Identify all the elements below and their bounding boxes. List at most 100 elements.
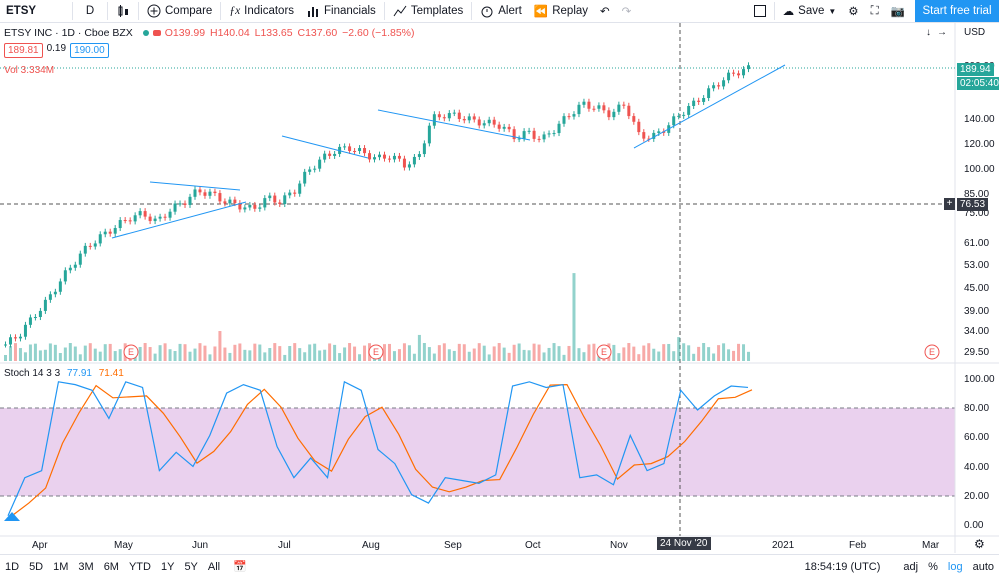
volume-bar bbox=[447, 349, 451, 361]
candle bbox=[712, 85, 716, 89]
candle bbox=[702, 98, 706, 102]
candle bbox=[113, 228, 117, 234]
volume-bar bbox=[672, 351, 676, 361]
volume-bar bbox=[353, 346, 357, 361]
volume-bars bbox=[4, 273, 751, 361]
ask-price[interactable]: 190.00 bbox=[70, 43, 109, 58]
redo-button[interactable]: ↷ bbox=[616, 0, 638, 22]
indicators-button[interactable]: ƒx Indicators bbox=[229, 5, 295, 17]
percent-toggle[interactable]: % bbox=[928, 560, 938, 573]
stoch-tick: 40.00 bbox=[964, 462, 990, 473]
bottom-toolbar: 1D 5D 1M 3M 6M YTD 1Y 5Y All 📅 18:54:19 (UTC) ad… bbox=[0, 554, 999, 578]
stoch-legend[interactable]: Stoch 14 3 3 77.91 71.41 bbox=[4, 368, 124, 379]
candle bbox=[672, 116, 676, 126]
date-range-icon[interactable]: 📅 bbox=[233, 561, 247, 573]
legend-change: −2.60 (−1.85%) bbox=[342, 27, 415, 39]
adj-toggle[interactable]: adj bbox=[903, 560, 919, 573]
candle bbox=[642, 132, 646, 139]
earnings-markers[interactable] bbox=[123, 344, 940, 360]
candle bbox=[218, 193, 222, 202]
candle bbox=[13, 337, 17, 339]
volume-bar bbox=[702, 343, 706, 361]
undo-button[interactable]: ↶ bbox=[594, 0, 616, 22]
range-ytd[interactable]: YTD bbox=[128, 560, 151, 573]
save-button[interactable]: ☁ Save ▼ bbox=[782, 5, 837, 18]
candle bbox=[387, 158, 391, 160]
stoch-tick: 100.00 bbox=[964, 374, 995, 385]
candle bbox=[358, 148, 362, 152]
candle bbox=[627, 105, 631, 117]
volume-bar bbox=[632, 346, 636, 361]
candle bbox=[547, 133, 551, 135]
auto-toggle[interactable]: auto bbox=[972, 560, 994, 573]
chart-type-button[interactable] bbox=[110, 0, 136, 22]
log-toggle[interactable]: log bbox=[947, 560, 963, 573]
financials-button[interactable]: Financials bbox=[300, 0, 382, 22]
range-5y[interactable]: 5Y bbox=[184, 560, 198, 573]
divider bbox=[383, 2, 385, 20]
volume-bar bbox=[78, 354, 82, 361]
candle bbox=[103, 231, 107, 235]
volume-bar bbox=[158, 345, 162, 361]
fullscreen-button[interactable]: ⛶ bbox=[865, 0, 885, 22]
volume-bar bbox=[288, 346, 292, 361]
spread: 0.19 bbox=[46, 43, 67, 54]
volume-bar bbox=[58, 353, 62, 361]
volume-bar bbox=[23, 352, 27, 361]
range-1m[interactable]: 1M bbox=[53, 560, 69, 573]
stoch-tick: 20.00 bbox=[964, 491, 990, 502]
range-all[interactable]: All bbox=[207, 560, 221, 573]
arrow-right-icon[interactable]: → bbox=[937, 27, 947, 38]
range-1d[interactable]: 1D bbox=[5, 560, 20, 573]
replay-button[interactable]: ⏪ Replay bbox=[533, 5, 589, 18]
templates-button[interactable]: Templates bbox=[387, 0, 469, 22]
volume-bar bbox=[647, 343, 651, 361]
volume-bar bbox=[83, 345, 87, 361]
layout-button[interactable] bbox=[748, 0, 772, 22]
symbol-search[interactable]: ETSY bbox=[6, 5, 37, 17]
volume-bar bbox=[253, 343, 257, 361]
candle bbox=[577, 104, 581, 115]
volume-bar bbox=[308, 344, 312, 361]
candle bbox=[343, 146, 347, 148]
add-alert-plus-icon[interactable]: + bbox=[944, 198, 955, 210]
time-tick: Nov bbox=[610, 540, 628, 551]
candle bbox=[193, 189, 197, 197]
clock[interactable]: 18:54:19 (UTC) bbox=[804, 560, 881, 573]
volume-bar bbox=[233, 344, 237, 361]
candle bbox=[447, 113, 451, 119]
legend-title[interactable]: ETSY INC · 1D · Cboe BZX bbox=[4, 27, 133, 39]
compare-button[interactable]: Compare bbox=[141, 0, 218, 22]
candle bbox=[472, 116, 476, 120]
axis-settings-button[interactable]: ⚙ bbox=[974, 537, 985, 551]
range-1y[interactable]: 1Y bbox=[160, 560, 175, 573]
candle bbox=[198, 189, 202, 193]
price-tick: 39.00 bbox=[964, 306, 990, 317]
bid-price[interactable]: 189.81 bbox=[4, 43, 43, 58]
trend-lines[interactable] bbox=[111, 64, 786, 239]
volume-bar bbox=[567, 345, 571, 361]
range-5d[interactable]: 5D bbox=[29, 560, 44, 573]
range-3m[interactable]: 3M bbox=[78, 560, 94, 573]
volume-legend[interactable]: Vol 3.334M bbox=[4, 65, 55, 76]
candle bbox=[148, 216, 152, 222]
time-tick: 2021 bbox=[772, 540, 795, 551]
legend-menu-icon[interactable] bbox=[152, 30, 161, 36]
arrow-down-icon[interactable]: ↓ bbox=[926, 27, 931, 38]
candle bbox=[677, 115, 681, 117]
start-free-trial-button[interactable]: Start free trial bbox=[915, 0, 999, 22]
candle bbox=[253, 204, 257, 209]
interval-button[interactable]: D bbox=[85, 5, 95, 17]
range-6m[interactable]: 6M bbox=[103, 560, 119, 573]
candle bbox=[258, 207, 262, 209]
alert-button[interactable]: Alert bbox=[474, 0, 528, 22]
volume-bar bbox=[627, 343, 631, 361]
volume-bar bbox=[293, 343, 297, 361]
currency-label[interactable]: USD bbox=[964, 27, 986, 38]
candle bbox=[692, 100, 696, 106]
settings-button[interactable]: ⚙ bbox=[842, 0, 864, 22]
snapshot-button[interactable]: 📷 bbox=[885, 0, 911, 22]
candle bbox=[502, 126, 506, 129]
candle bbox=[602, 105, 606, 111]
